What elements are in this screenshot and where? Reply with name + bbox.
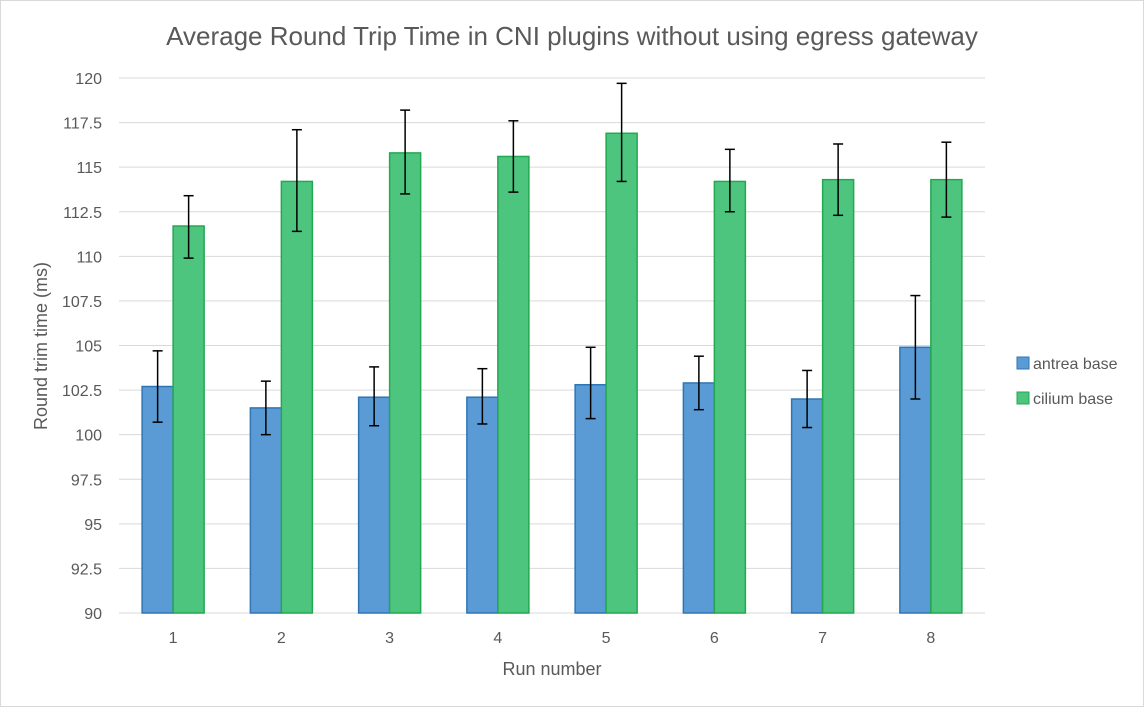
bar-antrea	[466, 396, 499, 614]
x-axis-label: Run number	[502, 659, 601, 679]
bar-antrea	[790, 398, 824, 614]
bar-cilium	[497, 155, 530, 614]
bar-cilium	[172, 225, 205, 614]
bars	[141, 132, 963, 614]
error-bars	[152, 82, 952, 436]
y-axis-label: Round trim time (ms)	[31, 262, 51, 430]
y-tick-label: 95	[84, 517, 102, 534]
bar-cilium	[605, 132, 638, 614]
legend-label: antrea base	[1033, 356, 1118, 373]
bar-cilium	[280, 180, 314, 614]
y-tick-label: 117.5	[63, 116, 102, 133]
legend-label: cilium base	[1033, 391, 1113, 408]
x-tick-label: 7	[818, 630, 827, 647]
y-tick-label: 105	[75, 339, 102, 356]
bar-cilium	[930, 178, 963, 614]
x-tick-label: 6	[710, 630, 719, 647]
y-tick-label: 97.5	[71, 472, 102, 489]
gridlines	[119, 77, 985, 614]
bar-antrea	[357, 396, 391, 614]
bar-antrea	[249, 407, 283, 614]
x-tick-label: 2	[277, 630, 286, 647]
x-tick-label: 8	[926, 630, 935, 647]
bar-cilium	[821, 178, 855, 614]
bar-cilium	[388, 152, 422, 614]
y-tick-label: 120	[75, 71, 102, 88]
x-tick-label: 1	[169, 630, 178, 647]
legend-swatch	[1016, 356, 1030, 370]
x-tick-label: 4	[493, 630, 502, 647]
y-tick-label: 102.5	[62, 383, 102, 400]
y-tick-label: 115	[76, 160, 102, 177]
y-tick-label: 110	[76, 249, 102, 266]
chart-title: Average Round Trip Time in CNI plugins w…	[166, 21, 978, 51]
y-tick-label: 107.5	[62, 294, 102, 311]
y-tick-label: 92.5	[71, 561, 102, 578]
y-tick-label: 112.5	[63, 205, 102, 222]
legend: antrea base cilium base	[1016, 356, 1118, 408]
bar-cilium	[713, 180, 747, 614]
x-tick-label: 3	[385, 630, 394, 647]
bar-antrea	[682, 382, 716, 614]
x-tick-label: 5	[602, 630, 611, 647]
x-tick-labels: 1 2 3 4 5 6 7 8	[169, 630, 936, 647]
y-tick-label: 100	[75, 428, 102, 445]
legend-swatch	[1016, 391, 1030, 405]
y-tick-labels: 90 92.5 95 97.5 100 102.5 105 107.5 110 112.5 115 1…	[62, 71, 102, 623]
y-tick-label: 90	[84, 606, 102, 623]
